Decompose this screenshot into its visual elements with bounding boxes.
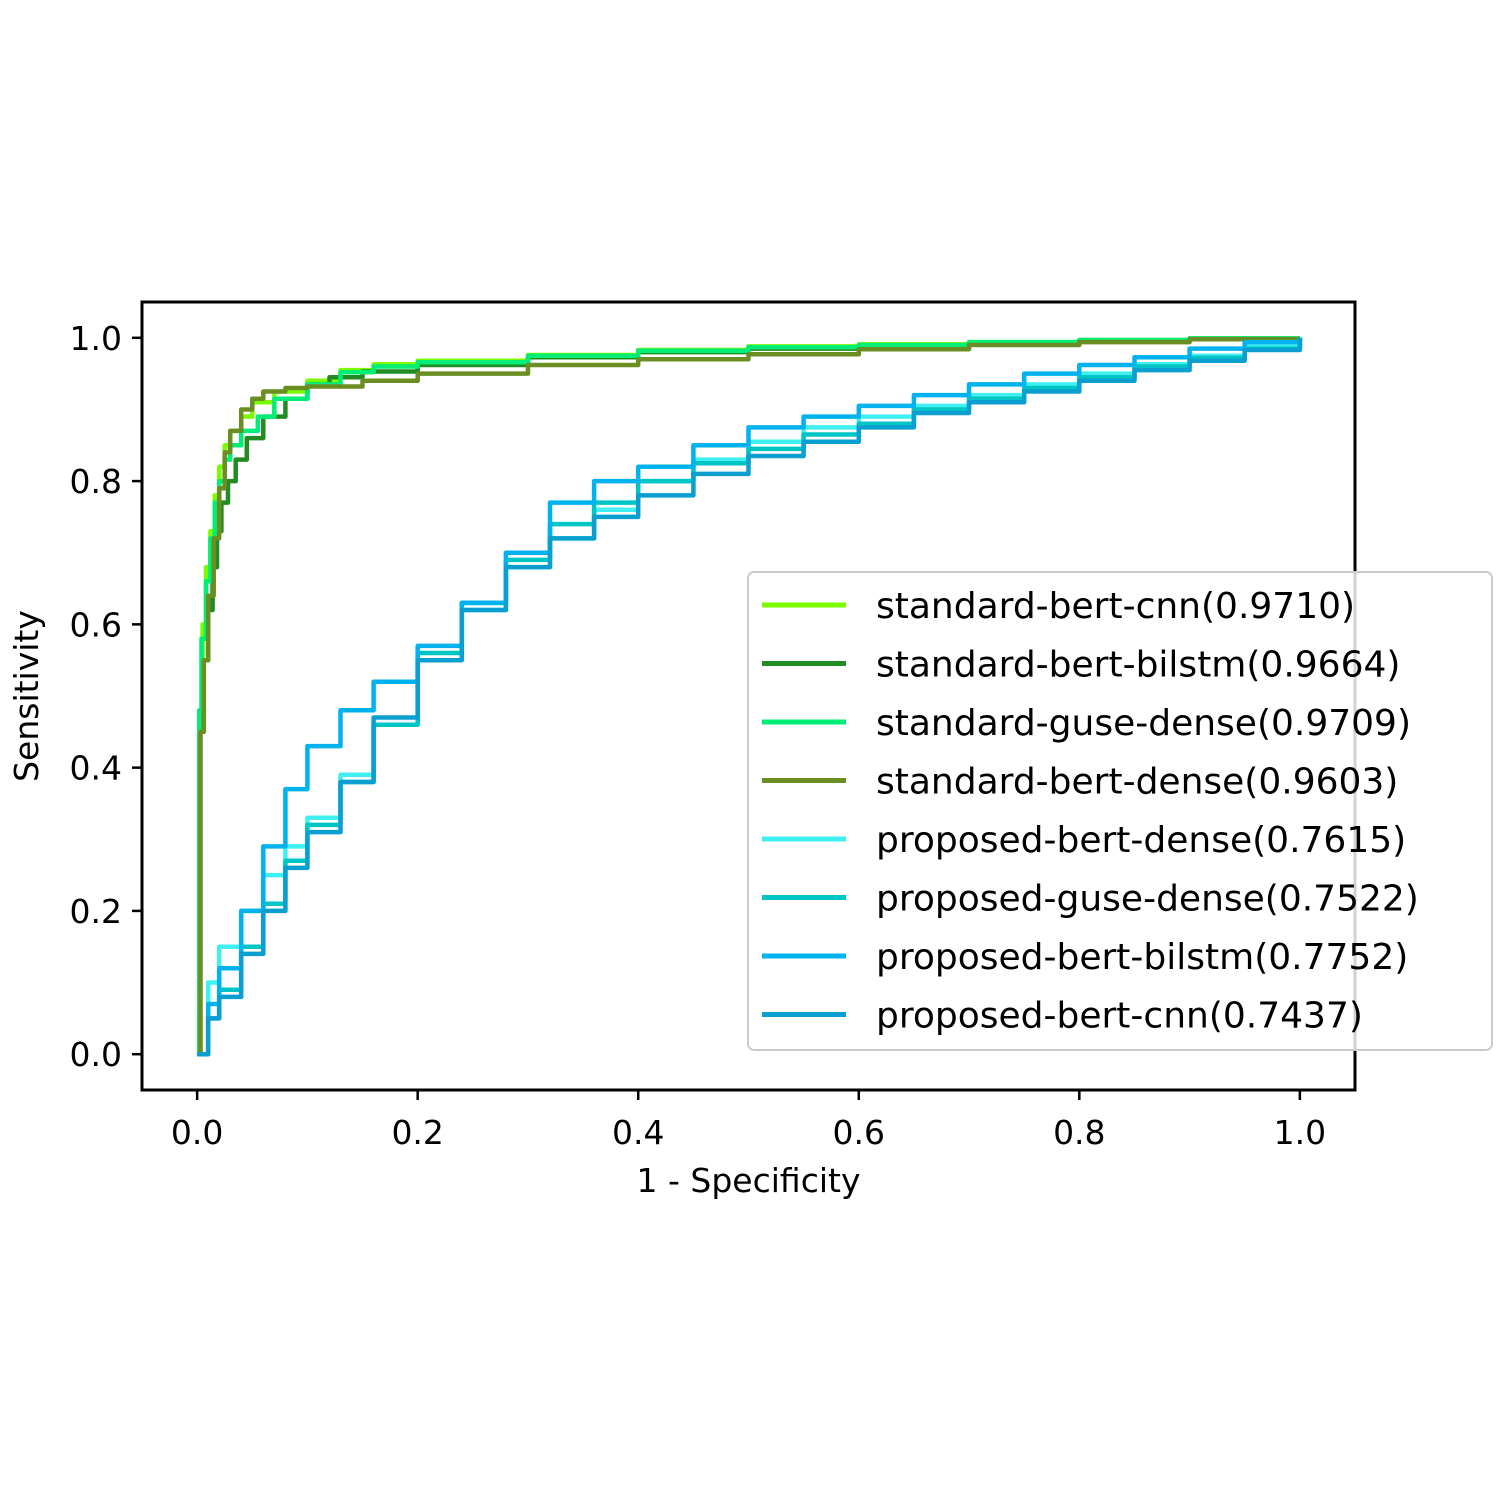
series-line-3 — [197, 336, 1303, 1057]
y-axis: 0.0 0.2 0.4 0.6 0.8 1.0 — [70, 319, 142, 1074]
x-tick-label: 0.0 — [171, 1113, 223, 1152]
x-tick-label: 0.6 — [833, 1113, 885, 1152]
y-tick-label: 1.0 — [70, 319, 122, 358]
legend-entry: standard-bert-dense(0.9603) — [876, 762, 1398, 803]
y-tick-label: 0.6 — [70, 605, 122, 644]
x-axis-label: 1 - Specificity — [637, 1161, 861, 1200]
legend-entry: proposed-guse-dense(0.7522) — [876, 879, 1419, 920]
legend-entry: standard-bert-cnn(0.9710) — [876, 586, 1355, 627]
legend-box — [747, 571, 1493, 1051]
x-tick-label: 0.8 — [1053, 1113, 1105, 1152]
x-tick-label: 0.2 — [391, 1113, 443, 1152]
legend-entry: proposed-bert-cnn(0.7437) — [876, 996, 1363, 1037]
series-line-7 — [197, 337, 1303, 1057]
y-tick-label: 0.8 — [70, 462, 122, 501]
x-axis: 0.0 0.2 0.4 0.6 0.8 1.0 — [171, 1090, 1326, 1152]
series-line-8 — [197, 337, 1303, 1057]
legend: standard-bert-cnn(0.9710) standard-bert-b… — [747, 571, 1493, 1051]
x-tick-label: 1.0 — [1274, 1113, 1326, 1152]
legend-entry: proposed-bert-dense(0.7615) — [876, 820, 1406, 861]
legend-entry: standard-guse-dense(0.9709) — [876, 703, 1411, 744]
y-tick-label: 0.4 — [70, 749, 122, 788]
legend-entry: standard-bert-bilstm(0.9664) — [876, 645, 1400, 686]
x-tick-label: 0.4 — [612, 1113, 664, 1152]
y-axis-label: Sensitivity — [7, 610, 46, 782]
y-tick-label: 0.2 — [70, 892, 122, 931]
series-layer — [197, 336, 1303, 1057]
series-line-4 — [197, 337, 1303, 1057]
y-tick-label: 0.0 — [70, 1035, 122, 1074]
legend-entry: proposed-bert-bilstm(0.7752) — [876, 937, 1408, 978]
